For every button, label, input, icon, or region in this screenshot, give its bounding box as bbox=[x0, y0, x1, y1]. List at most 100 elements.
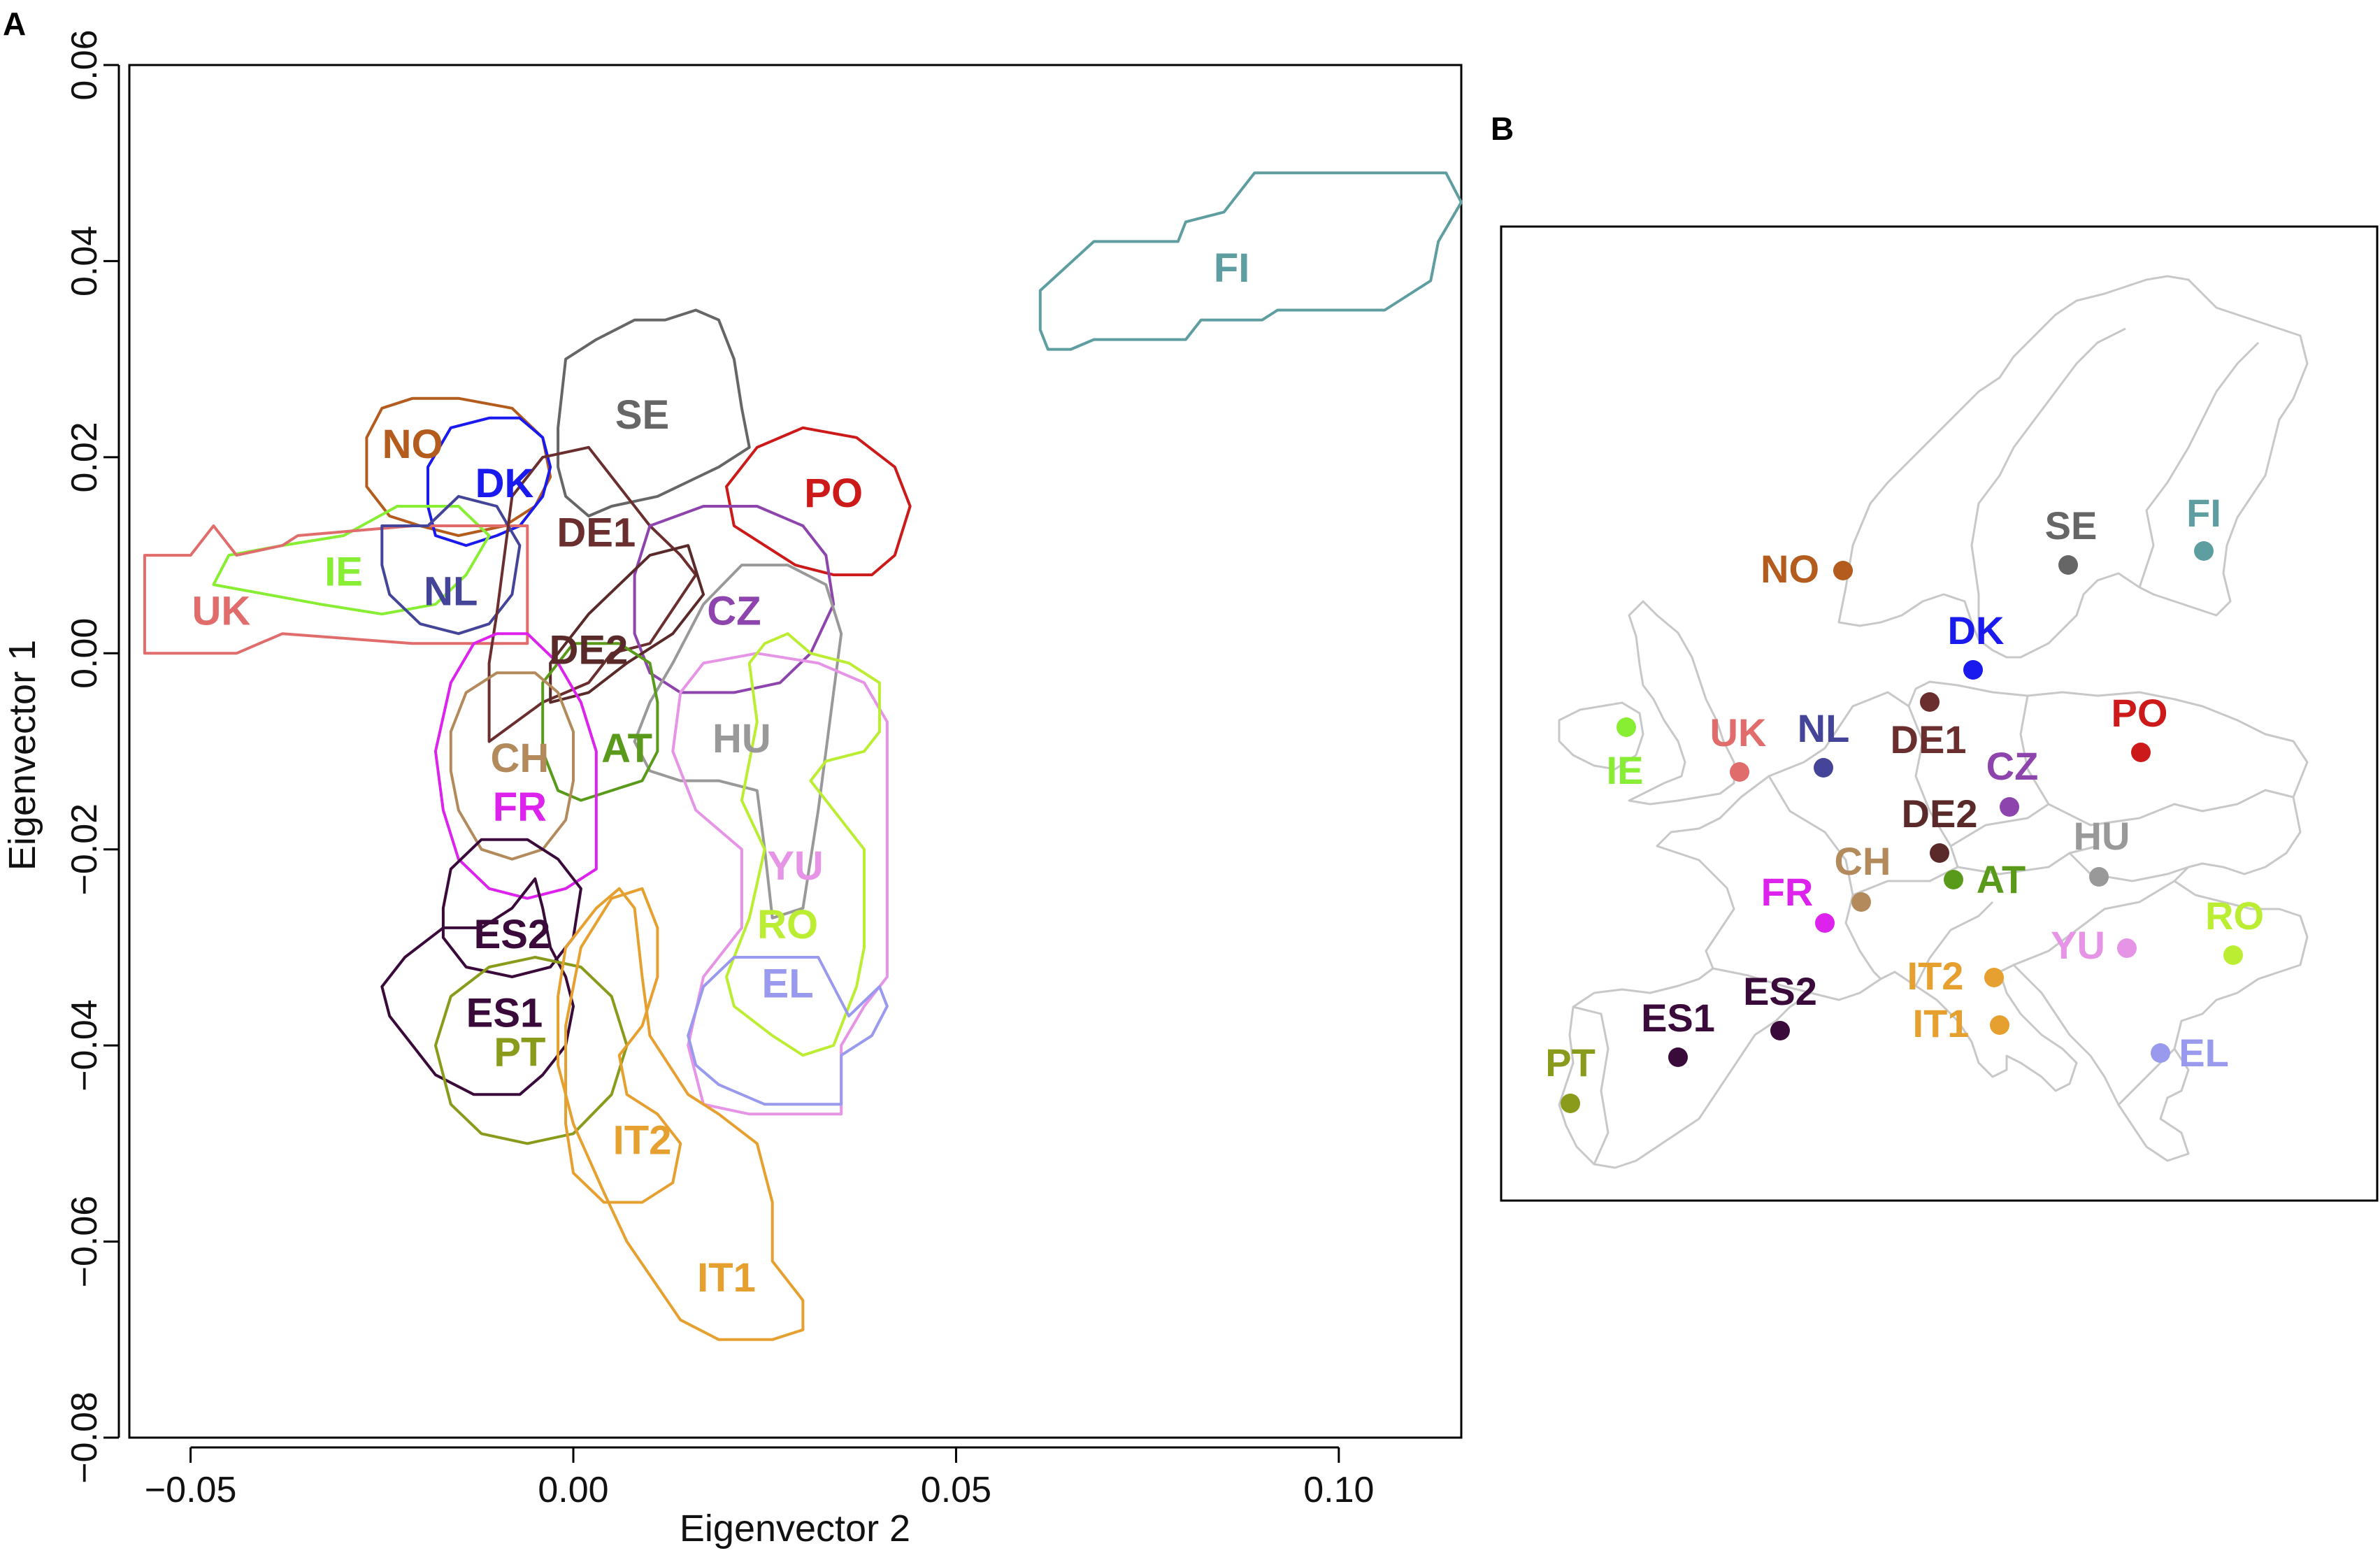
y-tick-label: 0.06 bbox=[64, 29, 105, 100]
great-britain-outline bbox=[1628, 600, 1735, 806]
y-axis: −0.08 −0.06 −0.04 −0.02 0.00 0.02 0.04 0.06 bbox=[64, 29, 120, 1484]
map-label-es2: ES2 bbox=[1743, 969, 1817, 1013]
map-label-it1: IT1 bbox=[1913, 1001, 1970, 1045]
map-label-dk: DK bbox=[1948, 608, 2005, 652]
cluster-outline-it2 bbox=[564, 887, 682, 1204]
panel-a-letter: A bbox=[3, 6, 26, 42]
cluster-outline-cz bbox=[633, 505, 836, 694]
map-point-po bbox=[2131, 743, 2151, 762]
ireland-outline bbox=[1558, 701, 1644, 771]
cluster-outline-fr bbox=[433, 632, 598, 900]
y-tick-label: −0.02 bbox=[64, 803, 105, 896]
map-point-ie bbox=[1616, 717, 1636, 737]
map-point-de2 bbox=[1930, 843, 1949, 863]
map-point-it2 bbox=[1984, 968, 2004, 987]
panel-b-letter: B bbox=[1491, 110, 1514, 147]
cluster-outline-ch bbox=[449, 671, 575, 861]
cluster-label-dk: DK bbox=[475, 461, 534, 506]
sweden-norway-border bbox=[1970, 327, 2126, 640]
cluster-outline-dk bbox=[426, 416, 552, 548]
map-point-se bbox=[2058, 555, 2078, 575]
map-point-yu bbox=[2117, 938, 2137, 958]
map-label-ch: CH bbox=[1835, 839, 1891, 883]
cluster-label-yu: YU bbox=[767, 843, 824, 889]
map-frame bbox=[1500, 225, 2379, 1202]
map-point-ch bbox=[1851, 892, 1871, 912]
map-label-yu: YU bbox=[2051, 923, 2105, 967]
balkan-border bbox=[2013, 880, 2175, 966]
cluster-outline-uk bbox=[143, 524, 529, 655]
cluster-outline-po bbox=[725, 426, 912, 577]
map-point-es2 bbox=[1770, 1021, 1790, 1040]
x-tick-label: 0.00 bbox=[538, 1470, 608, 1510]
map-label-at: AT bbox=[1977, 857, 2026, 901]
map-point-pt bbox=[1561, 1094, 1580, 1113]
cluster-label-es1: ES1 bbox=[466, 990, 543, 1036]
map-point-es1 bbox=[1668, 1047, 1688, 1067]
cluster-outline-se bbox=[557, 308, 751, 517]
map-label-es1: ES1 bbox=[1641, 996, 1715, 1040]
portugal-border bbox=[1572, 1005, 1610, 1165]
map-point-cz bbox=[2000, 797, 2019, 817]
cluster-outline-es1 bbox=[380, 877, 575, 1096]
cluster-outline-yu bbox=[671, 652, 889, 1116]
finland-outline bbox=[2138, 341, 2260, 588]
cluster-label-no: NO bbox=[382, 422, 443, 467]
iberia-border bbox=[1712, 967, 1812, 994]
map-point-fi bbox=[2194, 541, 2214, 561]
map-label-el: EL bbox=[2179, 1031, 2229, 1075]
map-label-hu: HU bbox=[2074, 814, 2130, 858]
cluster-label-de1: DE1 bbox=[557, 510, 636, 555]
map-label-fi: FI bbox=[2186, 491, 2221, 535]
y-tick-label: −0.04 bbox=[64, 999, 105, 1092]
hungary-border bbox=[2068, 852, 2189, 882]
y-tick-label: 0.02 bbox=[64, 422, 105, 492]
map-point-at bbox=[1944, 870, 1963, 889]
europe-map bbox=[1558, 275, 2309, 1169]
map-label-cz: CZ bbox=[1986, 744, 2039, 788]
map-label-de2: DE2 bbox=[1902, 792, 1978, 836]
y-tick-label: −0.08 bbox=[64, 1391, 105, 1484]
cluster-label-se: SE bbox=[615, 392, 669, 438]
cluster-label-po: PO bbox=[804, 471, 863, 516]
cluster-label-it1: IT1 bbox=[697, 1255, 756, 1301]
cluster-label-ro: RO bbox=[757, 902, 818, 947]
poland-border bbox=[2019, 695, 2294, 826]
y-axis-title: Eigenvector 1 bbox=[1, 640, 43, 871]
cluster-label-el: EL bbox=[762, 961, 814, 1006]
map-point-it1 bbox=[1990, 1015, 2009, 1035]
y-tick-label: −0.06 bbox=[64, 1196, 105, 1288]
cluster-outline-el bbox=[687, 956, 889, 1106]
map-label-nl: NL bbox=[1798, 706, 1850, 750]
cluster-outline-nl bbox=[380, 494, 522, 636]
cluster-label-es2: ES2 bbox=[474, 912, 551, 957]
cluster-outline-hu bbox=[633, 564, 843, 919]
map-label-pt: PT bbox=[1545, 1040, 1596, 1085]
y-tick-label: 0.04 bbox=[64, 226, 105, 296]
map-point-dk bbox=[1963, 660, 1983, 680]
map-point-fr bbox=[1815, 913, 1835, 933]
x-tick-label: 0.10 bbox=[1303, 1470, 1374, 1510]
map-label-no: NO bbox=[1761, 547, 1819, 591]
cluster-label-at: AT bbox=[601, 726, 652, 771]
map-point-no bbox=[1833, 561, 1853, 580]
map-point-el bbox=[2151, 1043, 2170, 1063]
map-label-ro: RO bbox=[2205, 894, 2264, 938]
mainland-outline bbox=[1558, 680, 2309, 1169]
cluster-label-fi: FI bbox=[1214, 245, 1250, 291]
cluster-outline-de2 bbox=[549, 544, 705, 704]
plot-frame bbox=[128, 64, 1463, 1439]
cluster-outline-de1 bbox=[487, 445, 698, 743]
cluster-label-ch: CH bbox=[491, 736, 550, 781]
scandinavia-outline bbox=[1837, 275, 2309, 659]
cluster-label-ie: IE bbox=[324, 549, 363, 594]
x-tick-label: −0.05 bbox=[145, 1470, 237, 1510]
cluster-label-pt: PT bbox=[494, 1030, 545, 1075]
cluster-label-hu: HU bbox=[712, 716, 771, 761]
czech-border bbox=[1950, 803, 2049, 847]
